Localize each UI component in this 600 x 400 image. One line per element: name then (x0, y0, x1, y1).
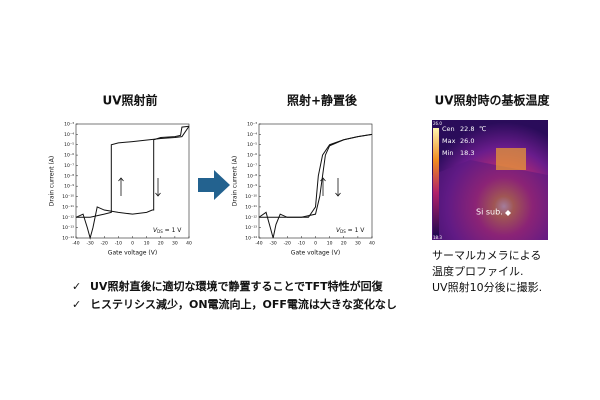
y-tick-label: 10⁻¹⁴ (245, 236, 257, 242)
y-tick-label: 10⁻⁵ (247, 142, 257, 148)
caption: サーマルカメラによる (432, 249, 541, 262)
x-tick-label: 10 (144, 241, 150, 247)
y-tick-label: 10⁻⁷ (247, 163, 257, 169)
y-tick-label: 10⁻⁶ (247, 153, 257, 159)
readout-label: Max (442, 137, 456, 145)
caption: UV照射10分後に撮影. (432, 280, 542, 294)
curve (259, 133, 373, 218)
annotation-symbol: V (153, 227, 158, 234)
annotation-symbol: V (336, 227, 341, 234)
annotation-text: = 1 V (163, 227, 183, 234)
sweep-arrow-head (320, 177, 326, 182)
curve (258, 133, 373, 239)
y-tick-label: 10⁻¹⁰ (62, 194, 74, 200)
image-title: UV照射時の基板温度 (434, 93, 550, 108)
x-tick-label: -40 (72, 241, 79, 247)
annotation-subscript: DS (157, 229, 163, 234)
plot-frame (258, 123, 373, 239)
sweep-arrow-head (155, 192, 161, 197)
sweep-arrow-head (118, 177, 124, 182)
x-tick-label: -10 (115, 241, 122, 247)
y-tick-label: 10⁻³ (64, 122, 74, 128)
scale-max: 26.0 (433, 121, 442, 126)
x-tick-label: 30 (355, 241, 361, 247)
x-tick-label: 40 (186, 241, 192, 247)
x-tick-label: 30 (172, 241, 178, 247)
y-tick-label: 10⁻⁷ (64, 163, 74, 169)
x-tick-label: 20 (158, 241, 164, 247)
x-tick-label: 20 (341, 241, 347, 247)
x-tick-label: -10 (298, 241, 305, 247)
y-tick-label: 10⁻¹¹ (245, 204, 257, 210)
plot-frame (75, 123, 190, 239)
y-tick-label: 10⁻⁴ (247, 132, 257, 138)
y-tick-label: 10⁻¹³ (62, 225, 74, 231)
curve (75, 125, 190, 240)
x-tick-label: -20 (284, 241, 291, 247)
x-tick-label: -30 (86, 241, 93, 247)
bullet-text: UV照射直後に適切な環境で静置することでTFT特性が回復 (90, 279, 384, 293)
y-tick-label: 10⁻³ (247, 122, 257, 128)
x-tick-label: -40 (255, 241, 262, 247)
y-tick-label: 10⁻⁹ (247, 184, 257, 190)
chart-title: 照射+静置後 (287, 93, 358, 108)
x-tick-label: 40 (369, 241, 375, 247)
arrow (198, 170, 230, 200)
readout-value: 22.8 (460, 125, 474, 133)
annotation-text: = 1 V (346, 227, 366, 234)
thermal-image (432, 120, 548, 240)
y-tick-label: 10⁻⁴ (64, 132, 74, 138)
bullet-mark: ✓ (72, 280, 81, 293)
caption: 温度プロファイル. (432, 264, 524, 278)
image-label: Si sub. (476, 208, 503, 217)
y-tick-label: 10⁻¹⁴ (62, 236, 74, 242)
y-tick-label: 10⁻¹³ (245, 225, 257, 231)
bullet-text: ヒステリシス減少，ON電流向上，OFF電流は大きな変化なし (90, 297, 397, 311)
y-tick-label: 10⁻¹⁰ (245, 194, 257, 200)
y-tick-label: 10⁻¹¹ (62, 204, 74, 210)
y-tick-label: 10⁻⁹ (64, 184, 74, 190)
y-tick-label: 10⁻⁸ (64, 173, 74, 179)
scale-min: 18.3 (433, 235, 442, 240)
x-tick-label: 10 (327, 241, 333, 247)
x-tick-label: 0 (131, 241, 134, 247)
y-tick-label: 10⁻⁵ (64, 142, 74, 148)
x-axis-label: Gate voltage (V) (108, 250, 157, 257)
x-axis-label: Gate voltage (V) (291, 250, 340, 257)
x-tick-label: 0 (314, 241, 317, 247)
annotation: VDS = 1 V (336, 227, 365, 235)
readout-label: Cen (442, 125, 455, 133)
readout-value: 26.0 (460, 137, 474, 145)
x-tick-label: -30 (269, 241, 276, 247)
y-tick-label: 10⁻⁸ (247, 173, 257, 179)
annotation-subscript: DS (340, 229, 346, 234)
chart-title: UV照射前 (102, 93, 157, 108)
readout-unit: ℃ (479, 125, 486, 133)
y-axis-label: Drain current (A) (232, 156, 239, 206)
y-tick-label: 10⁻¹² (62, 215, 74, 221)
y-tick-label: 10⁻⁶ (64, 153, 74, 159)
readout-value: 18.3 (460, 149, 474, 157)
annotation: VDS = 1 V (153, 227, 182, 235)
bullet-mark: ✓ (72, 298, 81, 311)
readout-label: Min (442, 149, 454, 157)
x-tick-label: -20 (101, 241, 108, 247)
y-axis-label: Drain current (A) (49, 156, 56, 206)
sweep-arrow-head (335, 192, 341, 197)
y-tick-label: 10⁻¹² (245, 215, 257, 221)
curve (76, 126, 190, 218)
